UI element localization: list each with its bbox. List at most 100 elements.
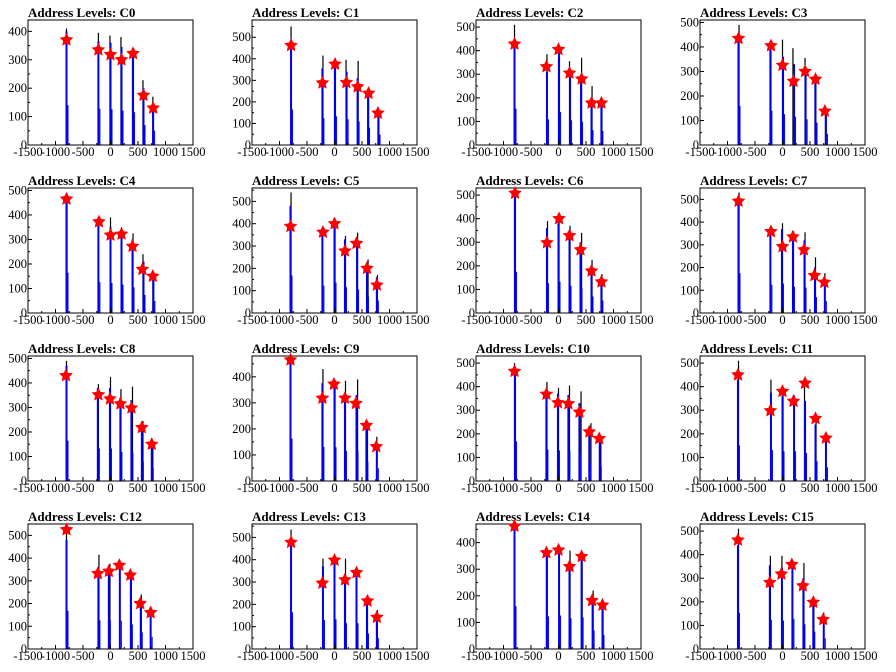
blue-bar (142, 88, 145, 145)
red-star-marker (775, 384, 790, 398)
red-star-marker (315, 575, 330, 589)
x-tick-label: 0 (331, 145, 337, 159)
x-tick-label: -1000 (41, 481, 70, 495)
x-tick-label: 1000 (825, 313, 850, 327)
red-star-marker (135, 262, 150, 276)
blue-bar-side (323, 285, 325, 313)
blue-bar (139, 601, 142, 649)
black-bar (142, 420, 144, 481)
blue-bar-side (547, 283, 549, 313)
x-tick-label: -500 (744, 145, 767, 159)
blue-bar (97, 567, 100, 649)
blue-bar (356, 246, 359, 313)
x-tick-label: -500 (520, 481, 543, 495)
histogram-plot: 0 100 200 300 400 500 -1500-1000 -500 0 500 1000 15… (8, 183, 205, 327)
blue-bar (65, 539, 68, 649)
blue-bar (289, 205, 292, 313)
y-tick-label: 0 (469, 642, 475, 656)
y-tick-label: 100 (680, 618, 699, 632)
x-tick-label: 1000 (825, 481, 850, 495)
blue-bar-side (67, 610, 69, 649)
blue-bar-side (347, 119, 349, 145)
x-tick-label: 1000 (153, 313, 178, 327)
histogram-panel: Address Levels: C4 0 100 200 300 400 500 -1500-… (0, 168, 224, 336)
red-star-marker (808, 72, 823, 86)
red-star-marker (91, 42, 106, 56)
blue-bar (814, 81, 817, 145)
x-tick-label: -500 (296, 481, 319, 495)
panel-title: Address Levels: C0 (28, 5, 136, 20)
y-tick-label: 100 (456, 615, 475, 629)
blue-bar (814, 424, 817, 481)
blue-bar-side (99, 108, 101, 145)
black-bar (568, 385, 571, 481)
y-tick-label: 300 (232, 73, 251, 87)
blue-bar-side (122, 110, 124, 145)
y-tick-label: 500 (8, 528, 27, 542)
y-tick-label: 100 (8, 281, 27, 295)
red-star-marker (92, 214, 106, 228)
blue-bar-side (515, 606, 517, 649)
blue-bar (109, 42, 112, 145)
blue-bar-side (121, 451, 123, 481)
red-star-marker (103, 47, 118, 61)
blue-bar (120, 46, 123, 146)
blue-bar-side (111, 109, 113, 145)
red-star-marker (582, 424, 597, 438)
blue-bar (769, 232, 772, 313)
red-star-marker (283, 352, 298, 366)
y-tick-label: 200 (680, 427, 699, 441)
panel-title: Address Levels: C7 (700, 173, 808, 188)
y-tick-label: 0 (21, 474, 27, 488)
blue-bar-side (377, 468, 379, 481)
y-tick-label: 300 (8, 400, 27, 414)
blue-bar (142, 261, 145, 313)
red-star-marker (774, 566, 789, 580)
blue-bar-side (120, 620, 122, 649)
blue-bar-side (367, 461, 369, 481)
y-tick-label: 400 (232, 370, 251, 384)
red-star-marker (817, 275, 832, 289)
blue-bar (824, 113, 827, 145)
red-star-marker (102, 564, 116, 578)
x-tick-label: 500 (801, 649, 820, 663)
x-tick-label: -1500 (685, 481, 714, 495)
histogram-plot: 0 100 200 300 400 500 -1500-1000 -500 0 500 1000 15… (680, 15, 877, 159)
y-tick-label: 200 (8, 81, 27, 95)
red-star-marker (124, 400, 139, 414)
blue-bar-side (131, 624, 133, 649)
blue-bar-side (141, 632, 143, 649)
red-star-marker (764, 224, 778, 238)
blue-bar-side (782, 283, 784, 313)
x-tick-label: 500 (353, 313, 372, 327)
x-tick-label: -1500 (237, 649, 266, 663)
red-star-marker (507, 518, 522, 532)
x-tick-label: -1000 (713, 481, 742, 495)
blue-bar (556, 393, 559, 481)
blue-bar (591, 595, 594, 649)
blue-bar-side (602, 300, 604, 313)
red-star-marker (539, 59, 554, 73)
x-tick-label: 1500 (181, 649, 206, 663)
x-tick-label: 500 (577, 481, 596, 495)
red-star-marker (370, 610, 384, 624)
red-star-marker (284, 535, 298, 549)
x-tick-label: -1000 (489, 481, 518, 495)
red-star-marker (551, 542, 566, 556)
blue-bar-side (67, 105, 69, 145)
x-tick-label: -1500 (13, 313, 42, 327)
red-star-marker (360, 261, 374, 275)
red-star-marker (775, 239, 790, 253)
black-bar (152, 441, 154, 481)
blue-bar (377, 114, 380, 145)
red-star-marker (796, 578, 810, 592)
blue-bar-side (345, 450, 347, 481)
blue-bar-side (369, 127, 371, 145)
red-star-marker (103, 227, 118, 241)
red-star-marker (91, 566, 105, 580)
red-star-marker (806, 595, 821, 609)
blue-bar-side (582, 121, 584, 145)
y-tick-label: 300 (8, 232, 27, 246)
blue-bar-side (110, 448, 112, 481)
blue-bar (356, 78, 359, 145)
